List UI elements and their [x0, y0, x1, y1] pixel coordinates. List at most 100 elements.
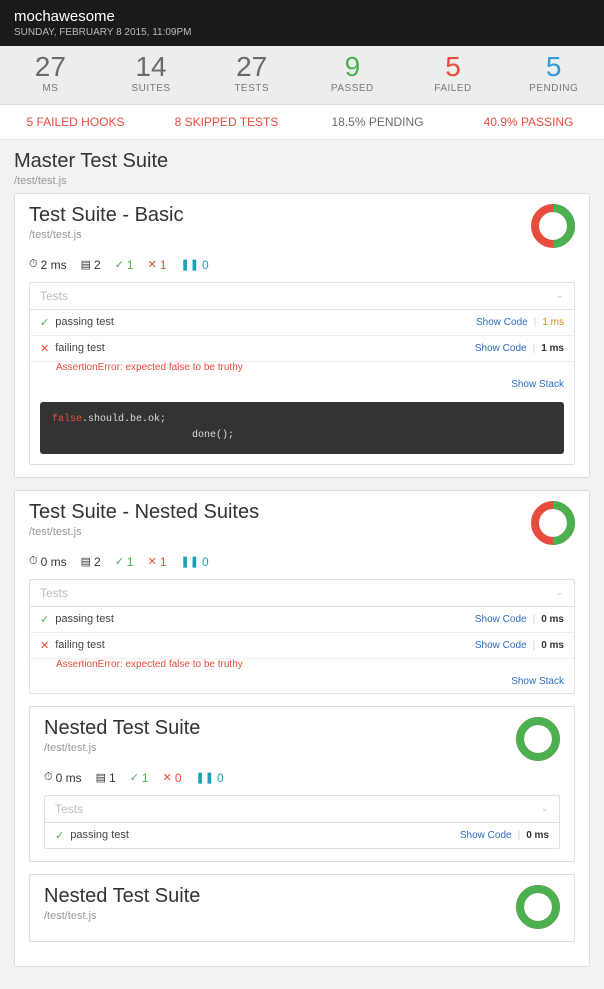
- test-meta: Show Code | 0 ms: [475, 614, 564, 625]
- tests-header-label: Tests: [40, 586, 68, 600]
- summary-bar: 27MS14SUITES27TESTS9PASSED5FAILED5PENDIN…: [0, 46, 604, 105]
- suite-header: Nested Test Suite /test/test.js: [44, 717, 560, 761]
- subbar-item: 8 SKIPPED TESTS: [151, 115, 302, 129]
- suite-card: Test Suite - Basic /test/test.js ⏱2 ms ▤…: [14, 193, 590, 478]
- sub-summary-bar: 5 FAILED HOOKS8 SKIPPED TESTS18.5% PENDI…: [0, 105, 604, 140]
- summary-value: 5: [503, 52, 604, 83]
- check-icon: ✓: [115, 555, 124, 568]
- show-code-link[interactable]: Show Code: [475, 614, 527, 625]
- show-code-link[interactable]: Show Code: [476, 317, 528, 328]
- x-icon: ✕: [148, 555, 157, 568]
- summary-item: 5PENDING: [503, 52, 604, 94]
- x-icon: ✕: [40, 639, 49, 652]
- clock-icon: ⏱: [44, 771, 53, 784]
- code-block: false.should.be.ok;done();: [40, 402, 564, 454]
- main-content: Master Test Suite /test/test.js Test Sui…: [0, 140, 604, 989]
- test-row[interactable]: ✕ failing test Show Code | 1 ms: [30, 336, 574, 362]
- suite-title: Test Suite - Basic: [29, 204, 531, 227]
- tests-header[interactable]: Tests ⌄: [45, 796, 559, 823]
- summary-value: 9: [302, 52, 403, 83]
- stat-count: ▤2: [81, 258, 101, 272]
- error-message: AssertionError: expected false to be tru…: [30, 659, 574, 676]
- summary-value: 27: [201, 52, 302, 83]
- report-date: SUNDAY, FEBRUARY 8 2015, 11:09PM: [14, 27, 590, 38]
- pause-icon: ❚❚: [181, 258, 199, 271]
- test-name: passing test: [55, 613, 469, 625]
- summary-label: MS: [0, 83, 101, 94]
- summary-label: FAILED: [403, 83, 504, 94]
- stat-passed: ✓1: [115, 555, 134, 569]
- x-icon: ✕: [148, 258, 157, 271]
- donut-chart: [531, 204, 575, 248]
- tests-header-label: Tests: [40, 289, 68, 303]
- chevron-down-icon: ⌄: [556, 587, 564, 598]
- check-icon: ✓: [55, 829, 64, 842]
- master-suite-title: Master Test Suite: [14, 150, 590, 173]
- check-icon: ✓: [40, 316, 49, 329]
- suite-header: Nested Test Suite /test/test.js: [44, 885, 560, 929]
- summary-value: 5: [403, 52, 504, 83]
- subbar-item: 5 FAILED HOOKS: [0, 115, 151, 129]
- stat-passed: ✓1: [115, 258, 134, 272]
- tests-header[interactable]: Tests ⌄: [30, 580, 574, 607]
- test-name: passing test: [70, 829, 454, 841]
- stat-duration: ⏱0 ms: [29, 555, 67, 569]
- clock-icon: ⏱: [29, 258, 38, 271]
- summary-label: PENDING: [503, 83, 604, 94]
- clock-icon: ⏱: [29, 555, 38, 568]
- test-duration: 0 ms: [526, 830, 549, 841]
- test-row[interactable]: ✕ failing test Show Code | 0 ms: [30, 633, 574, 659]
- show-stack-link[interactable]: Show Stack: [511, 379, 564, 390]
- suite-title: Nested Test Suite: [44, 885, 516, 908]
- x-icon: ✕: [163, 771, 172, 784]
- stat-pending: ❚❚0: [181, 258, 209, 272]
- test-name: failing test: [55, 639, 469, 651]
- summary-value: 14: [101, 52, 202, 83]
- test-meta: Show Code | 0 ms: [475, 640, 564, 651]
- suite-header: Test Suite - Basic /test/test.js: [29, 204, 575, 248]
- check-icon: ✓: [130, 771, 139, 784]
- show-code-link[interactable]: Show Code: [475, 640, 527, 651]
- subbar-item: 18.5% PENDING: [302, 115, 453, 129]
- list-icon: ▤: [81, 258, 91, 271]
- tests-box: Tests ⌄ ✓ passing test Show Code | 1 ms …: [29, 282, 575, 465]
- suite-card: Nested Test Suite /test/test.js: [29, 874, 575, 942]
- tests-header[interactable]: Tests ⌄: [30, 283, 574, 310]
- stat-failed: ✕0: [163, 771, 182, 785]
- list-icon: ▤: [81, 555, 91, 568]
- tests-box: Tests ⌄ ✓ passing test Show Code | 0 ms: [44, 795, 560, 849]
- summary-item: 27MS: [0, 52, 101, 94]
- pause-icon: ❚❚: [181, 555, 199, 568]
- x-icon: ✕: [40, 342, 49, 355]
- donut-chart: [531, 501, 575, 545]
- list-icon: ▤: [96, 771, 106, 784]
- suite-path: /test/test.js: [44, 742, 516, 754]
- test-meta: Show Code | 1 ms: [475, 343, 564, 354]
- show-code-link[interactable]: Show Code: [475, 343, 527, 354]
- pause-icon: ❚❚: [196, 771, 214, 784]
- suite-title: Test Suite - Nested Suites: [29, 501, 531, 524]
- test-row[interactable]: ✓ passing test Show Code | 0 ms: [30, 607, 574, 633]
- summary-label: PASSED: [302, 83, 403, 94]
- test-duration: 0 ms: [541, 640, 564, 651]
- show-stack-link[interactable]: Show Stack: [511, 676, 564, 687]
- summary-value: 27: [0, 52, 101, 83]
- master-suite: Master Test Suite /test/test.js: [14, 150, 590, 187]
- summary-item: 9PASSED: [302, 52, 403, 94]
- summary-label: SUITES: [101, 83, 202, 94]
- stat-duration: ⏱0 ms: [44, 771, 82, 785]
- test-row[interactable]: ✓ passing test Show Code | 0 ms: [45, 823, 559, 848]
- report-title: mochawesome: [14, 8, 590, 25]
- stat-count: ▤2: [81, 555, 101, 569]
- test-duration: 1 ms: [542, 317, 564, 328]
- suite-stats: ⏱0 ms ▤2 ✓1 ✕1 ❚❚0: [29, 555, 575, 569]
- stat-count: ▤1: [96, 771, 116, 785]
- suite-stats: ⏱0 ms ▤1 ✓1 ✕0 ❚❚0: [44, 771, 560, 785]
- test-row[interactable]: ✓ passing test Show Code | 1 ms: [30, 310, 574, 336]
- test-name: passing test: [55, 316, 470, 328]
- test-name: failing test: [55, 342, 469, 354]
- chevron-down-icon: ⌄: [556, 290, 564, 301]
- show-code-link[interactable]: Show Code: [460, 830, 512, 841]
- test-meta: Show Code | 1 ms: [476, 317, 564, 328]
- stat-passed: ✓1: [130, 771, 149, 785]
